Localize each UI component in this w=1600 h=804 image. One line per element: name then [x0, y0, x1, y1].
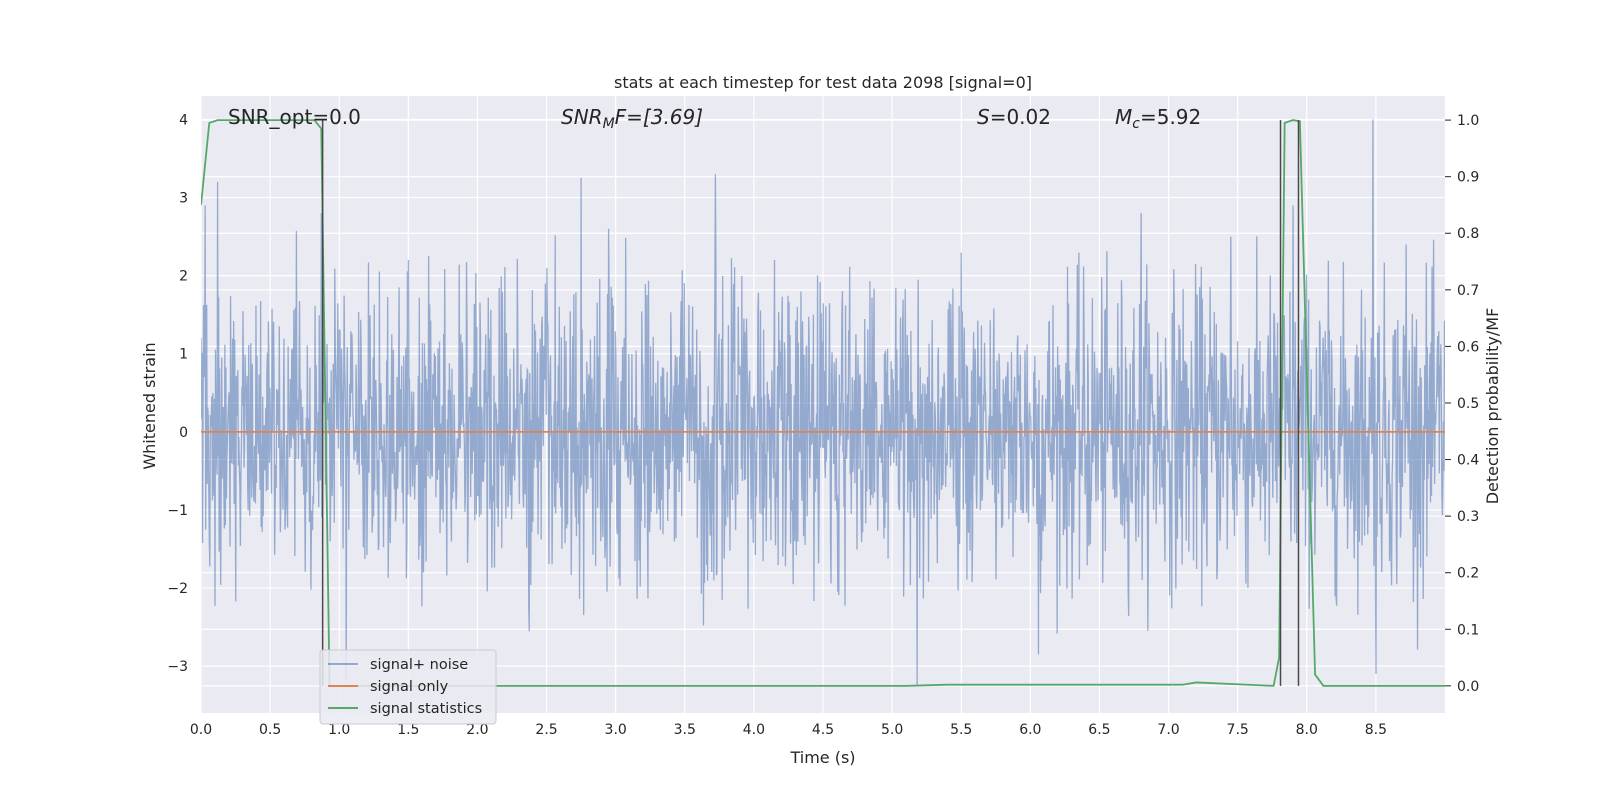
- y-tick-label-right: 0.6: [1457, 339, 1479, 355]
- y-ticks-right: 0.0 0.1 0.2 0.3 0.4 0.5 0.6 0.7 0.8 0.9 1.0: [1445, 113, 1479, 695]
- x-tick-label: 5.5: [950, 722, 972, 738]
- x-axis-label: Time (s): [789, 748, 855, 767]
- series-signal-noise: [201, 119, 1445, 686]
- legend: signal+ noise signal only signal statist…: [319, 649, 497, 725]
- y-tick-label-left: −1: [167, 503, 188, 519]
- y-tick-label-right: 0.2: [1457, 566, 1479, 582]
- annotation-s-main: S: [977, 105, 990, 129]
- y-tick-label-left: 2: [179, 269, 188, 285]
- annotation-snr-mf-sub: M: [603, 116, 615, 132]
- y-ticks-left: −3 −2 −1 0 1 2 3 4: [167, 112, 188, 675]
- y-tick-label-left: −3: [167, 659, 188, 675]
- x-tick-label: 4.0: [743, 722, 765, 738]
- x-tick-label: 6.0: [1019, 722, 1041, 738]
- x-tick-label: 4.5: [812, 722, 834, 738]
- x-ticks: 0.0 0.5 1.0 1.5 2.0 2.5 3.0 3.5 4.0 4.5 5.0 5.5 6.0 6…: [190, 722, 1387, 738]
- annotation-snr-mf-rest: F=[3.69]: [615, 105, 703, 129]
- x-tick-label: 3.5: [674, 722, 696, 738]
- y-tick-label-left: 3: [179, 191, 188, 207]
- y-tick-label-right: 0.9: [1457, 170, 1479, 186]
- y-tick-label-right: 0.3: [1457, 509, 1479, 525]
- legend-label-signal-only: signal only: [370, 679, 449, 695]
- annotation-mc-sub: c: [1132, 116, 1140, 132]
- chart-title: stats at each timestep for test data 209…: [614, 73, 1032, 92]
- series-layer: [201, 119, 1445, 687]
- y-tick-label-left: 0: [179, 425, 188, 441]
- annotation-s: S=0.02: [977, 105, 1051, 129]
- annotation-snr-mf: SNRMF=[3.69]: [561, 105, 703, 132]
- x-tick-label: 8.5: [1365, 722, 1387, 738]
- legend-label-signal-noise: signal+ noise: [370, 657, 468, 673]
- annotation-snr-mf-main: SNR: [561, 105, 603, 129]
- y-axis-label-right: Detection probability/MF: [1483, 308, 1502, 505]
- x-tick-label: 3.0: [605, 722, 627, 738]
- y-tick-label-right: 0.0: [1457, 679, 1479, 695]
- y-tick-label-right: 1.0: [1457, 113, 1479, 129]
- y-tick-label-right: 0.1: [1457, 622, 1479, 638]
- y-axis-label-left: Whitened strain: [140, 342, 159, 469]
- y-tick-label-left: −2: [167, 581, 188, 597]
- x-tick-label: 5.0: [881, 722, 903, 738]
- y-tick-label-right: 0.5: [1457, 396, 1479, 412]
- x-tick-label: 6.5: [1088, 722, 1110, 738]
- annotation-mc-main: M: [1115, 105, 1132, 129]
- legend-label-signal-statistics: signal statistics: [370, 701, 482, 717]
- x-tick-label: 1.0: [328, 722, 350, 738]
- x-tick-label: 7.0: [1157, 722, 1179, 738]
- x-tick-label: 2.5: [535, 722, 557, 738]
- y-tick-label-left: 1: [179, 347, 188, 363]
- annotation-mc: Mc=5.92: [1115, 105, 1201, 132]
- x-tick-label: 8.0: [1296, 722, 1318, 738]
- x-tick-label: 1.5: [397, 722, 419, 738]
- x-tick-label: 0.5: [259, 722, 281, 738]
- series-signal-statistics: [201, 119, 1445, 687]
- y-tick-label-right: 0.7: [1457, 283, 1479, 299]
- x-tick-label: 7.5: [1227, 722, 1249, 738]
- x-tick-label: 2.0: [466, 722, 488, 738]
- y-tick-label-left: 4: [179, 112, 188, 128]
- annotation-mc-rest: =5.92: [1140, 105, 1201, 129]
- y-tick-label-right: 0.4: [1457, 453, 1479, 469]
- x-tick-label: 0.0: [190, 722, 212, 738]
- annotation-snr-opt: SNR_opt=0.0: [228, 105, 361, 129]
- legend-frame: [319, 649, 497, 725]
- annotation-s-rest: =0.02: [990, 105, 1051, 129]
- y-tick-label-right: 0.8: [1457, 226, 1479, 242]
